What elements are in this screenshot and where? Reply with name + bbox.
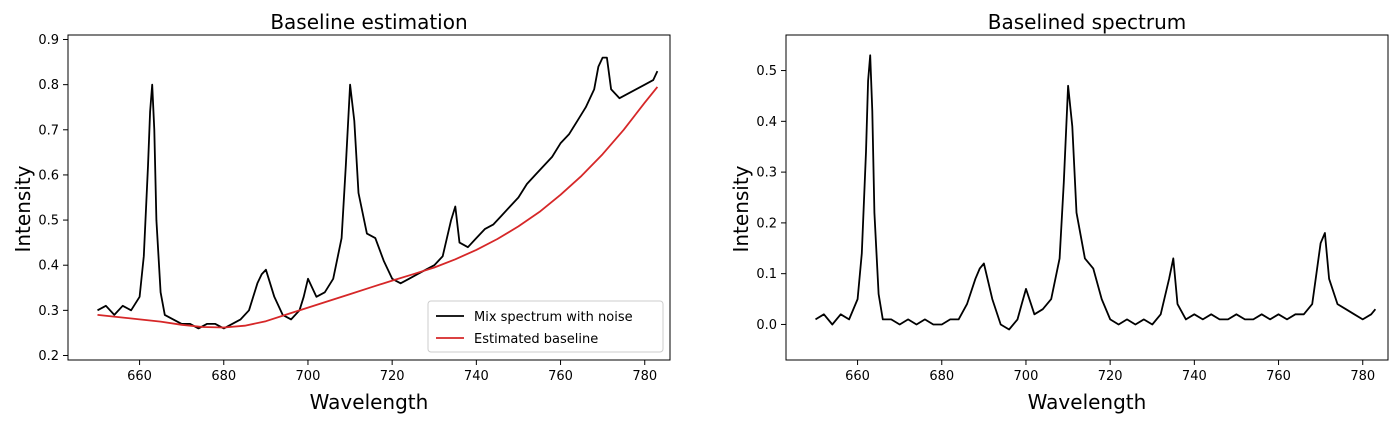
x-axis-label: Wavelength: [1028, 390, 1147, 414]
x-tick-label: 760: [1266, 369, 1291, 384]
legend-label-estimated-baseline: Estimated baseline: [474, 332, 598, 347]
x-axis-label: Wavelength: [310, 390, 429, 414]
x-tick-label: 720: [1098, 369, 1123, 384]
chart-baselined-spectrum: Baselined spectrum Wavelength Intensity …: [729, 10, 1389, 414]
plot-area: [97, 56, 659, 330]
y-axis-ticks: 0.0 0.1 0.2 0.3 0.4 0.5: [756, 64, 786, 333]
x-tick-label: 720: [380, 369, 405, 384]
axes-frame: [67, 34, 671, 361]
y-tick-label: 0.2: [756, 216, 777, 231]
chart-title: Baselined spectrum: [988, 10, 1187, 34]
x-tick-label: 740: [464, 369, 489, 384]
y-tick-label: 0.5: [38, 214, 59, 229]
y-tick-label: 0.3: [38, 304, 59, 319]
x-tick-label: 660: [127, 369, 152, 384]
x-axis-ticks: 660 680 700 720 740 760 780: [845, 360, 1375, 384]
chart-baseline-estimation: Baseline estimation Wavelength Intensity…: [11, 10, 671, 414]
x-tick-label: 660: [845, 369, 870, 384]
chart-title: Baseline estimation: [270, 10, 467, 34]
y-tick-label: 0.0: [756, 318, 777, 333]
y-tick-label: 0.6: [38, 168, 59, 183]
series-line-series: [815, 54, 1377, 331]
y-tick-label: 0.3: [756, 166, 777, 181]
legend-box: [427, 300, 664, 353]
legend: Mix spectrum with noise Estimated baseli…: [427, 300, 664, 353]
x-tick-label: 760: [548, 369, 573, 384]
legend-label-mix-spectrum: Mix spectrum with noise: [474, 310, 633, 325]
x-tick-label: 700: [296, 369, 321, 384]
y-tick-label: 0.2: [38, 349, 59, 364]
x-tick-label: 780: [632, 369, 657, 384]
x-axis-ticks: 660 680 700 720 740 760 780: [127, 360, 657, 384]
y-tick-label: 0.9: [38, 33, 59, 48]
y-tick-label: 0.1: [756, 267, 777, 282]
x-tick-label: 680: [929, 369, 954, 384]
axes-frame: [785, 34, 1389, 361]
series-line-estimated-baseline: [97, 86, 659, 329]
x-tick-label: 700: [1014, 369, 1039, 384]
series-line-mix-spectrum-with-noise: [97, 56, 659, 330]
plot-area: [815, 54, 1377, 331]
x-tick-label: 680: [211, 369, 236, 384]
x-tick-label: 740: [1182, 369, 1207, 384]
y-axis-label: Intensity: [729, 165, 753, 252]
y-axis-ticks: 0.2 0.3 0.4 0.5 0.6 0.7 0.8 0.9: [38, 33, 68, 364]
y-axis-label: Intensity: [11, 165, 35, 252]
y-tick-label: 0.5: [756, 64, 777, 79]
y-tick-label: 0.7: [38, 123, 59, 138]
x-tick-label: 780: [1350, 369, 1375, 384]
y-tick-label: 0.4: [756, 115, 777, 130]
y-tick-label: 0.8: [38, 78, 59, 93]
y-tick-label: 0.4: [38, 259, 59, 274]
